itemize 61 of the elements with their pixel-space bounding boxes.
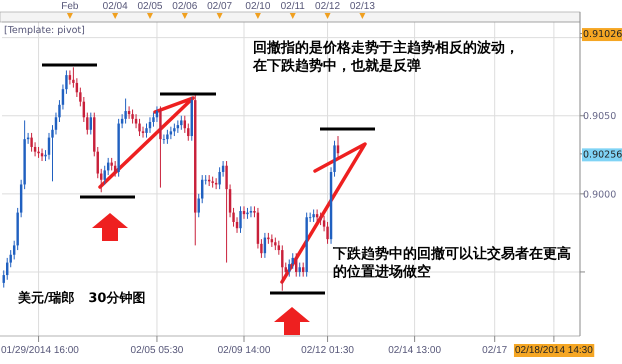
- x-tick-label: 02/17: [482, 345, 508, 356]
- candlestick: [274, 237, 277, 251]
- candlestick: [34, 142, 36, 157]
- candlestick: [264, 232, 266, 258]
- text: 02/13: [350, 1, 376, 12]
- y-tick-label: 0.91026: [583, 29, 622, 40]
- candlestick: [72, 66, 75, 88]
- candlestick: [30, 132, 33, 152]
- annotation: 美元/瑞郎 30分钟图: [17, 290, 146, 306]
- candlestick: [208, 174, 210, 187]
- candlestick: [131, 108, 134, 124]
- candlestick: [176, 120, 180, 134]
- candlestick: [211, 176, 214, 188]
- x-tick-label: 02/18/2014 14:30: [514, 345, 594, 356]
- text: 02/12: [315, 1, 341, 12]
- candlestick: [156, 106, 158, 122]
- y-tick-label: 0.9000: [583, 189, 616, 200]
- candlestick: [180, 115, 183, 130]
- text: 02/06: [172, 1, 198, 12]
- annotation: 回撤指的是价格走势于主趋势相反的波动，在下跌趋势中，也就是反弹: [252, 39, 519, 74]
- x-tick-label: 02/09 14:00: [218, 345, 271, 356]
- annotation: [Template: pivot]: [4, 25, 85, 36]
- candlestick: [316, 208, 318, 222]
- candlestick: [295, 252, 298, 278]
- candlestick: [40, 148, 44, 162]
- candlestick: [37, 146, 40, 158]
- text: 02/07: [207, 1, 233, 12]
- candlestick: [114, 160, 116, 178]
- candlestick: [214, 178, 218, 190]
- candlestick: [162, 134, 166, 144]
- candlestick: [267, 232, 270, 244]
- x-tick-label: 02/14 13:00: [388, 345, 442, 356]
- text: 02/10: [245, 1, 271, 12]
- candlestick: [281, 244, 284, 292]
- candlestick: [250, 206, 252, 218]
- text: 02/11: [280, 1, 306, 12]
- text: 02/04: [102, 1, 128, 12]
- y-tick-label: 0.90256: [583, 149, 622, 160]
- candlestick: [106, 157, 110, 176]
- candlestick: [225, 160, 228, 264]
- candlestick: [170, 126, 172, 140]
- x-tick-label: 02/12 01:30: [301, 345, 354, 356]
- text: 02/05: [137, 1, 163, 12]
- candlestick: [68, 70, 72, 85]
- candlestick: [128, 106, 130, 120]
- candlestick: [270, 234, 274, 248]
- candlestick: [302, 262, 304, 278]
- candlestick: [173, 123, 176, 137]
- y-tick-label: 0.9050: [583, 111, 616, 122]
- candlestick: [326, 221, 329, 244]
- candlestick: [184, 115, 186, 134]
- candlestick: [138, 118, 141, 137]
- candlestick: [166, 129, 169, 144]
- annotation: 下跌趋势中的回撤可以让交易者在更高的位置进场做空: [332, 245, 571, 280]
- candlestick: [90, 112, 92, 135]
- x-tick-label: 02/05 05:30: [130, 345, 184, 356]
- x-tick-label: 01/29/2014 16:00: [1, 345, 80, 356]
- candlestick: [298, 262, 301, 278]
- candlestick: [124, 98, 127, 124]
- candlestick: [312, 208, 315, 222]
- text: Feb: [61, 1, 79, 12]
